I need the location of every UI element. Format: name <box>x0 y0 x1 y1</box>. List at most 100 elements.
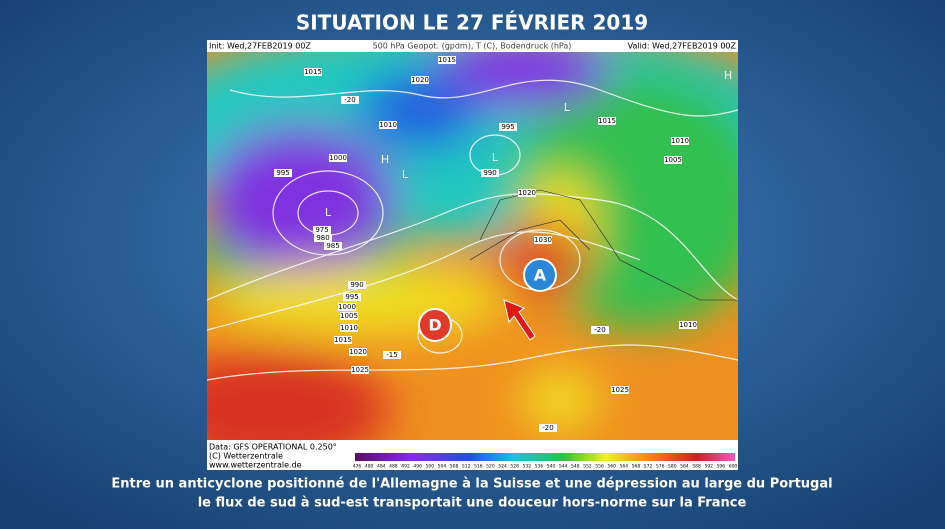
isobar-label: -20 <box>594 326 605 334</box>
isobar-label-bg <box>534 236 552 244</box>
scale-label: 540 <box>547 464 556 470</box>
isobar-label: 990 <box>483 169 496 177</box>
scale-label: 564 <box>620 464 629 470</box>
isobar-label-bg <box>274 169 292 177</box>
isobar-label: 1005 <box>340 312 358 320</box>
color-scale <box>355 453 735 461</box>
isobar-label: 1010 <box>671 137 689 145</box>
pressure-center: L <box>492 151 499 164</box>
scale-label: 480 <box>365 464 374 470</box>
isobar-label-bg <box>591 326 609 334</box>
isobar-label: 1025 <box>611 386 629 394</box>
isobar-label-bg <box>499 123 517 131</box>
scale-label: 508 <box>450 464 459 470</box>
isobar-label-bg <box>341 96 359 104</box>
caption-line: le flux de sud à sud-est transportait un… <box>198 496 747 511</box>
scale-label: 528 <box>510 464 519 470</box>
scale-label: 512 <box>462 464 471 470</box>
scale-label: 576 <box>656 464 665 470</box>
isobar-label: 980 <box>316 234 329 242</box>
isobar-label-bg <box>539 424 557 432</box>
title: SITUATION LE 27 FÉVRIER 2019 <box>296 11 648 35</box>
isobar-label: 1020 <box>518 189 536 197</box>
isobar-label: 1005 <box>664 156 682 164</box>
isobar-label-bg <box>671 137 689 145</box>
isobar-label-bg <box>313 226 331 234</box>
caption-line: Entre un anticyclone positionné de l'All… <box>111 477 832 492</box>
high-label: A <box>534 266 547 285</box>
isobar-label: 985 <box>326 242 339 250</box>
scale-label: 504 <box>438 464 447 470</box>
marker-high: A <box>523 258 557 292</box>
footer-url: www.wetterzentrale.de <box>209 461 302 470</box>
map-init: Init: Wed,27FEB2019 00Z <box>209 42 311 51</box>
isobar-label: 1010 <box>679 321 697 329</box>
isobar-label-bg <box>379 121 397 129</box>
map-params: 500 hPa Geopot. (gpdm), T (C), Bodendruc… <box>373 42 572 51</box>
isobar-label: 995 <box>501 123 514 131</box>
scale-label: 548 <box>571 464 580 470</box>
isobar-label-bg <box>598 117 616 125</box>
marker-low: D <box>418 308 452 342</box>
isobar-label-bg <box>338 303 356 311</box>
isobar-label-bg <box>329 154 347 162</box>
scale-label: 532 <box>523 464 532 470</box>
scale-label: 596 <box>717 464 726 470</box>
isobar-label-bg <box>324 242 342 250</box>
isobar-label: 995 <box>345 293 358 301</box>
isobar-label: 1000 <box>338 303 356 311</box>
isobar-label: 975 <box>315 226 328 234</box>
isobar-label-bg <box>340 312 358 320</box>
scale-label: 568 <box>632 464 641 470</box>
isobar-label: 1000 <box>329 154 347 162</box>
isobar-label-bg <box>304 68 322 76</box>
footer-copyright: (C) Wetterzentrale <box>209 452 283 461</box>
scale-label: 572 <box>644 464 653 470</box>
scale-label: 488 <box>389 464 398 470</box>
scale-label: 588 <box>692 464 701 470</box>
scale-label: 580 <box>668 464 677 470</box>
isobar-label-bg <box>340 324 358 332</box>
isobar-label: 1015 <box>304 68 322 76</box>
scale-label: 544 <box>559 464 568 470</box>
scale-label: 492 <box>401 464 410 470</box>
isobar-label: 1015 <box>438 56 456 64</box>
scale-label: 600 <box>729 464 738 470</box>
isobar-label-bg <box>314 234 332 242</box>
isobar-label-bg <box>349 348 367 356</box>
low-label: D <box>428 316 441 335</box>
scale-label: 536 <box>535 464 544 470</box>
isobar-label-bg <box>481 169 499 177</box>
scale-label: 500 <box>425 464 434 470</box>
footer-data: Data: GFS OPERATIONAL 0.250° <box>209 443 337 452</box>
isobar-label: 1010 <box>340 324 358 332</box>
scale-label: 524 <box>498 464 507 470</box>
isobar-label-bg <box>664 156 682 164</box>
isobar-label: 1010 <box>379 121 397 129</box>
isobar-label: -20 <box>542 424 553 432</box>
map <box>207 52 738 440</box>
isobar-label: 1025 <box>351 366 369 374</box>
isobar-label: -15 <box>386 351 397 359</box>
isobar-label: 990 <box>350 281 363 289</box>
isobar-label-bg <box>611 386 629 394</box>
scale-label: 496 <box>413 464 422 470</box>
scale-label: 560 <box>607 464 616 470</box>
scale-label: 476 <box>353 464 362 470</box>
scale-label: 556 <box>595 464 604 470</box>
isobar-label: 1030 <box>534 236 552 244</box>
isobar-label-bg <box>679 321 697 329</box>
isobar-label-bg <box>411 76 429 84</box>
isobar-label: 1015 <box>598 117 616 125</box>
isobar-label: 1015 <box>334 336 352 344</box>
pressure-center: L <box>402 168 409 181</box>
scale-label: 520 <box>486 464 495 470</box>
isobar-label-bg <box>343 293 361 301</box>
isobar-label: 1020 <box>349 348 367 356</box>
isobar-label: 1020 <box>411 76 429 84</box>
isobar-label: 995 <box>276 169 289 177</box>
scale-label: 484 <box>377 464 386 470</box>
pressure-center: H <box>724 69 732 82</box>
isobar-label-bg <box>351 366 369 374</box>
